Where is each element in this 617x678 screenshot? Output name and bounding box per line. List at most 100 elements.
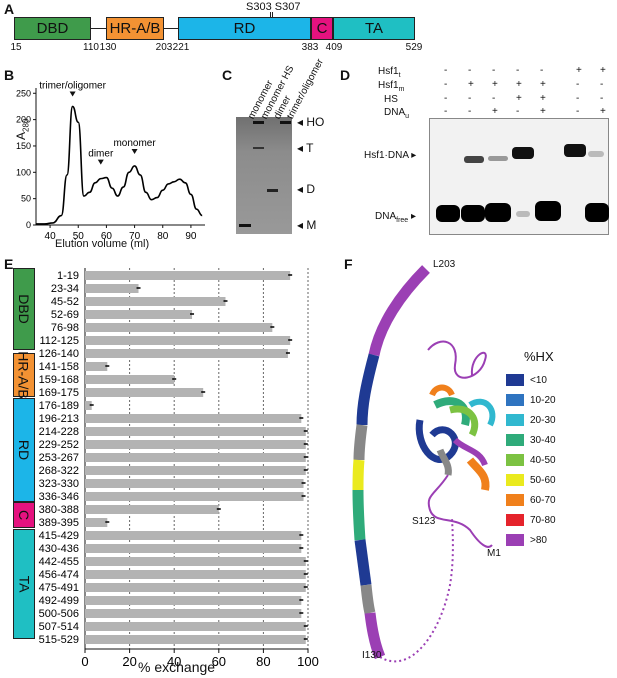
label-i130: I130 bbox=[362, 650, 382, 661]
peptide-label: 515-529 bbox=[39, 634, 79, 646]
exchange-bar bbox=[85, 375, 175, 384]
peptide-label: 253-267 bbox=[39, 452, 79, 464]
legend-swatch bbox=[506, 474, 524, 486]
legend-item: >80 bbox=[506, 533, 547, 547]
legend-swatch bbox=[506, 454, 524, 466]
pos-409: 409 bbox=[325, 42, 343, 53]
legend-label: 60-70 bbox=[530, 494, 556, 506]
helix-hrab bbox=[352, 265, 430, 660]
emsa-free-band-3 bbox=[485, 203, 511, 222]
exchange-bar bbox=[85, 336, 291, 345]
band-trimer bbox=[280, 121, 291, 124]
exchange-bar-chart: 0 20 40 60 80 100 1-1923-3445-5252-6976-98112-… bbox=[39, 268, 319, 669]
structure-cartoon bbox=[352, 265, 496, 663]
dna-free-label: DNAfree ▸ bbox=[375, 211, 416, 224]
peptide-label: 169-175 bbox=[39, 387, 79, 399]
exchange-bar bbox=[85, 479, 304, 488]
chromatogram-ylabel: A280 bbox=[14, 118, 31, 140]
legend-swatch bbox=[506, 434, 524, 446]
peak-arrow bbox=[131, 148, 138, 154]
panel-label-f: F bbox=[344, 256, 353, 272]
emsa-cell: - bbox=[468, 106, 472, 117]
chromatogram-ytick-label: 100 bbox=[16, 167, 31, 177]
peptide-label: 112-125 bbox=[39, 335, 79, 347]
legend-label: 70-80 bbox=[530, 514, 556, 526]
panel-label-b: B bbox=[4, 67, 15, 83]
panel-label-e: E bbox=[4, 256, 14, 272]
peptide-label: 1-19 bbox=[57, 270, 79, 282]
pos-383: 383 bbox=[301, 42, 319, 53]
emsa-complex-band-4 bbox=[512, 147, 534, 159]
legend-item: 70-80 bbox=[506, 513, 556, 527]
legend-item: 50-60 bbox=[506, 473, 556, 487]
panel-label-a: A bbox=[4, 1, 15, 17]
exchange-bar bbox=[85, 531, 302, 540]
marker-ho: ◂ HO bbox=[297, 115, 325, 129]
legend-swatch bbox=[506, 394, 524, 406]
peptide-label: 126-140 bbox=[39, 348, 79, 360]
legend-swatch bbox=[506, 514, 524, 526]
emsa-cell: + bbox=[600, 65, 606, 76]
peptide-label: 45-52 bbox=[51, 296, 79, 308]
emsa-cell: + bbox=[492, 106, 498, 117]
legend-item: 60-70 bbox=[506, 493, 556, 507]
exchange-bar bbox=[85, 609, 302, 618]
marker-t: ◂ T bbox=[297, 141, 314, 155]
legend-label: 30-40 bbox=[530, 434, 556, 446]
exchange-bar bbox=[85, 596, 302, 605]
exchange-bar bbox=[85, 492, 304, 501]
exchange-bar bbox=[85, 297, 226, 306]
emsa-cell: + bbox=[540, 93, 546, 104]
legend-label: 50-60 bbox=[530, 474, 556, 486]
exchange-xlabel: % exchange bbox=[138, 659, 216, 675]
peptide-label: 323-330 bbox=[39, 478, 79, 490]
legend-item: 20-30 bbox=[506, 413, 556, 427]
emsa-row-label: HS bbox=[384, 94, 398, 105]
peptide-label: 214-228 bbox=[39, 426, 79, 438]
emsa-free-band-1 bbox=[436, 205, 460, 222]
emsa-cell: - bbox=[444, 65, 448, 76]
domain-ta: TA bbox=[333, 17, 415, 40]
band-dimer bbox=[267, 189, 278, 192]
peptide-label: 23-34 bbox=[51, 283, 79, 295]
emsa-cell: - bbox=[516, 65, 520, 76]
emsa-free-band-2 bbox=[461, 205, 485, 222]
chromatogram-xtick-label: 40 bbox=[45, 231, 57, 242]
legend-label: <10 bbox=[530, 374, 547, 386]
emsa-free-band-7 bbox=[585, 203, 609, 222]
chromatogram-ytick-label: 200 bbox=[16, 115, 31, 125]
peak-annotation: trimer/oligomer bbox=[39, 80, 106, 91]
exchange-bar bbox=[85, 518, 108, 527]
group-c: C bbox=[13, 502, 35, 528]
emsa-row-label: Hsf1m bbox=[378, 80, 405, 93]
legend-label: 10-20 bbox=[530, 394, 556, 406]
emsa-cell: - bbox=[600, 79, 604, 90]
exchange-xtick-label: 0 bbox=[81, 654, 88, 669]
phospho-sites-label: S303 S307 bbox=[246, 1, 301, 13]
emsa-cell: + bbox=[468, 79, 474, 90]
disordered-linker bbox=[379, 516, 454, 663]
emsa-cell: + bbox=[600, 106, 606, 117]
exchange-xtick-label: 100 bbox=[297, 654, 319, 669]
legend-swatch bbox=[506, 414, 524, 426]
peptide-label: 430-436 bbox=[39, 543, 79, 555]
peak-annotation: monomer bbox=[113, 138, 156, 149]
label-s123: S123 bbox=[412, 516, 436, 527]
domain-rd: RD bbox=[178, 17, 311, 40]
peptide-label: 141-158 bbox=[39, 361, 79, 373]
emsa-complex-band-2 bbox=[464, 156, 484, 163]
legend-item: 10-20 bbox=[506, 393, 556, 407]
peptide-label: 475-491 bbox=[39, 582, 79, 594]
emsa-cell: - bbox=[600, 93, 604, 104]
phospho-tick-2 bbox=[272, 12, 273, 17]
panel-label-d: D bbox=[340, 67, 351, 83]
chromatogram-xtick-label: 60 bbox=[101, 231, 113, 242]
emsa-cell: + bbox=[540, 79, 546, 90]
exchange-bar bbox=[85, 427, 306, 436]
chromatogram-trace bbox=[35, 105, 203, 225]
peptide-label: 336-346 bbox=[39, 491, 79, 503]
peptide-label: 229-252 bbox=[39, 439, 79, 451]
exchange-bar bbox=[85, 388, 204, 397]
emsa-cell: - bbox=[492, 93, 496, 104]
exchange-bar bbox=[85, 570, 306, 579]
